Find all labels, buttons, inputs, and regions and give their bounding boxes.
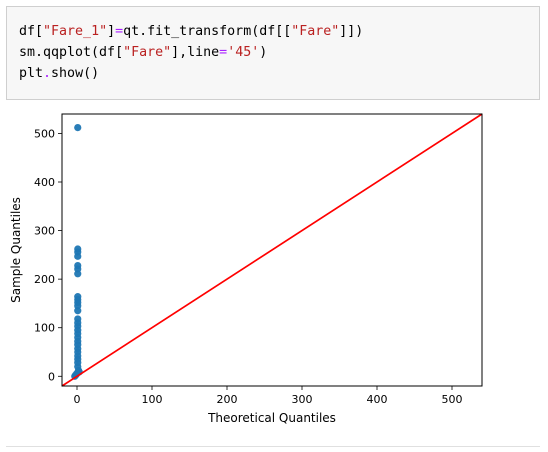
code-token: plt <box>19 66 44 81</box>
code-token: ]]) <box>339 24 364 39</box>
code-token: = <box>219 45 228 60</box>
x-tick-label: 0 <box>74 393 81 406</box>
x-tick-label: 500 <box>442 393 463 406</box>
code-token: qt.fit_transform(df[[ <box>123 24 292 39</box>
data-point <box>74 293 82 301</box>
code-token: df[ <box>19 24 44 39</box>
code-token: ] <box>107 24 116 39</box>
x-tick-label: 400 <box>367 393 388 406</box>
y-axis-label: Sample Quantiles <box>9 197 23 303</box>
data-point <box>74 245 82 253</box>
qq-plot: 0 100 200 300 400 500 0 100 200 300 400 500 Theore… <box>9 113 483 425</box>
code-cell[interactable]: df["Fare_1"]=qt.fit_transform(df[["Fare"… <box>6 6 540 100</box>
x-tick-label: 300 <box>292 393 313 406</box>
y-tick-label: 100 <box>34 322 55 335</box>
code-token: "Fare_1" <box>43 24 108 39</box>
code-line: plt.show() <box>19 66 99 81</box>
x-axis-label: Theoretical Quantiles <box>207 411 336 425</box>
code-token: show() <box>51 66 100 81</box>
y-tick-label: 200 <box>34 273 55 286</box>
plot-frame <box>61 113 483 387</box>
code-token: = <box>115 24 124 39</box>
data-point <box>74 261 82 270</box>
code-line: df["Fare_1"]=qt.fit_transform(df[["Fare"… <box>19 24 363 39</box>
code-token: sm.qqplot(df[ <box>19 45 124 60</box>
code-token: "Fare" <box>291 24 340 39</box>
y-tick-label: 400 <box>34 176 55 189</box>
y-tick-label: 500 <box>34 127 55 140</box>
code-token: . <box>43 66 52 81</box>
x-tick-label: 100 <box>142 393 163 406</box>
x-axis: 0 100 200 300 400 500 <box>74 386 463 406</box>
code-line: sm.qqplot(df["Fare"],line='45') <box>19 45 267 60</box>
y-axis: 0 100 200 300 400 500 <box>34 127 62 383</box>
cell-output: 0 100 200 300 400 500 0 100 200 300 400 500 Theore… <box>0 104 548 444</box>
code-token: ],line <box>171 45 220 60</box>
cell-divider <box>6 446 540 447</box>
y-tick-label: 0 <box>48 370 55 383</box>
x-tick-label: 200 <box>217 393 238 406</box>
code-editor[interactable]: df["Fare_1"]=qt.fit_transform(df[["Fare"… <box>19 21 363 84</box>
y-tick-label: 300 <box>34 225 55 238</box>
data-point <box>74 124 82 132</box>
data-point <box>74 315 82 323</box>
code-token: ) <box>259 45 268 60</box>
reference-line <box>61 113 483 387</box>
code-token: "Fare" <box>123 45 172 60</box>
code-token: '45' <box>227 45 260 60</box>
